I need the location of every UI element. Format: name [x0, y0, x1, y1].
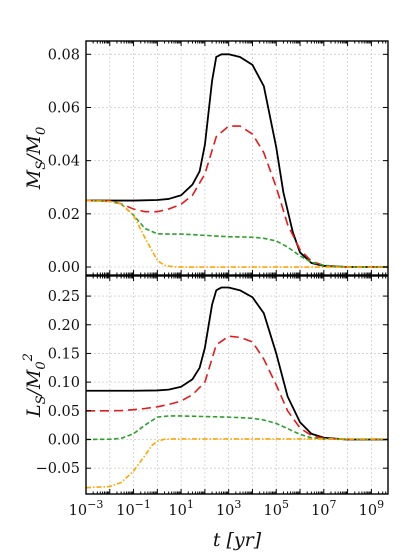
plot-frame	[85, 275, 389, 495]
y-tick-label: 0.15	[48, 346, 80, 362]
x-tick-label: 101	[168, 498, 193, 519]
series-line-2	[86, 199, 388, 268]
y-tick-label: 0.02	[48, 207, 80, 223]
y-tick-label: −0.05	[36, 461, 80, 477]
series-line-3	[86, 438, 388, 489]
y-tick-label: 0.05	[48, 404, 80, 420]
series-line-1	[86, 335, 388, 441]
x-tick-label: 10−3	[69, 498, 104, 519]
y-tick-label: 0.06	[48, 100, 80, 116]
top-y-axis-label: MS/M0	[23, 127, 49, 191]
x-tick-label: 109	[359, 498, 384, 519]
y-tick-label: 0.04	[48, 154, 80, 170]
x-tick-label: 10−1	[116, 498, 151, 519]
series-line-0	[86, 286, 388, 441]
series-line-3	[86, 199, 388, 268]
y-tick-label: 0.08	[48, 47, 80, 63]
x-axis-label: t [yr]	[213, 529, 262, 551]
bottom-y-axis-label: LS/M02	[21, 353, 49, 418]
y-tick-label: 0.20	[48, 318, 80, 334]
x-tick-label: 107	[311, 498, 336, 519]
plot-frame	[85, 40, 389, 276]
series-line-2	[86, 415, 388, 441]
top-panel: 0.00 0.02 0.04 0.06 0.08	[48, 40, 389, 276]
y-tick-label: 0.00	[48, 433, 80, 449]
x-tick-label: 105	[264, 498, 289, 519]
series-line-1	[86, 125, 388, 268]
y-tick-label: 0.25	[48, 289, 80, 305]
series-line-0	[86, 53, 388, 268]
x-tick-label: 103	[216, 498, 241, 519]
y-tick-label: 0.00	[48, 260, 80, 276]
bottom-panel: −0.05 0.00 0.05 0.10 0.15 0.20 0.25 10−3 10−1 101…	[36, 275, 389, 519]
y-tick-label: 0.10	[48, 375, 80, 391]
